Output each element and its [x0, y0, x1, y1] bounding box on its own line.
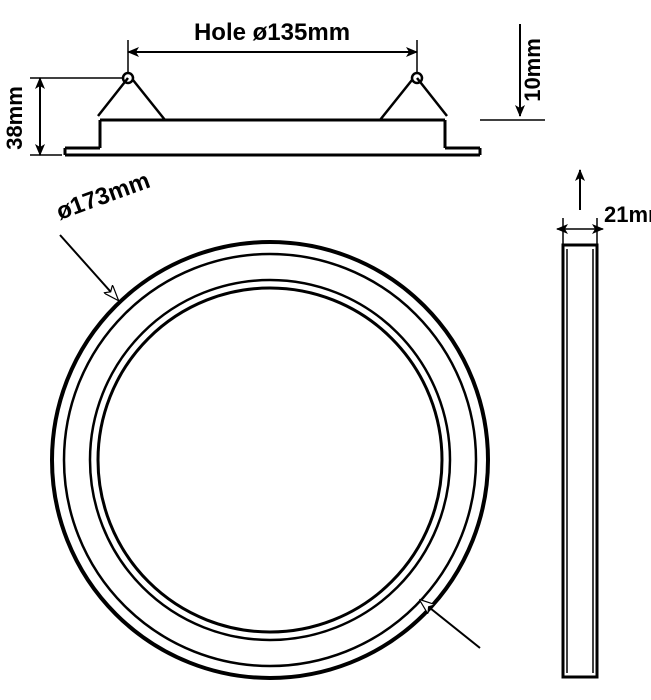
side-profile: [563, 245, 597, 677]
label-21mm: 21mm: [604, 202, 651, 227]
technical-drawing: Hole ø135mm 10mm 38mm ø173mm: [0, 0, 651, 700]
top-profile: [65, 73, 480, 155]
dim-38mm: 38mm: [2, 78, 122, 155]
arrow-inward-br: [420, 600, 480, 648]
dim-hole: Hole ø135mm: [128, 19, 417, 72]
front-circle-view: [52, 242, 488, 678]
label-diameter: ø173mm: [53, 167, 154, 226]
label-10mm: 10mm: [520, 38, 545, 102]
label-38mm: 38mm: [2, 86, 27, 150]
dim-diameter: ø173mm: [53, 167, 154, 300]
dim-21mm: 21mm: [557, 202, 651, 244]
label-hole: Hole ø135mm: [194, 19, 350, 46]
dim-10mm: 10mm: [480, 24, 545, 120]
